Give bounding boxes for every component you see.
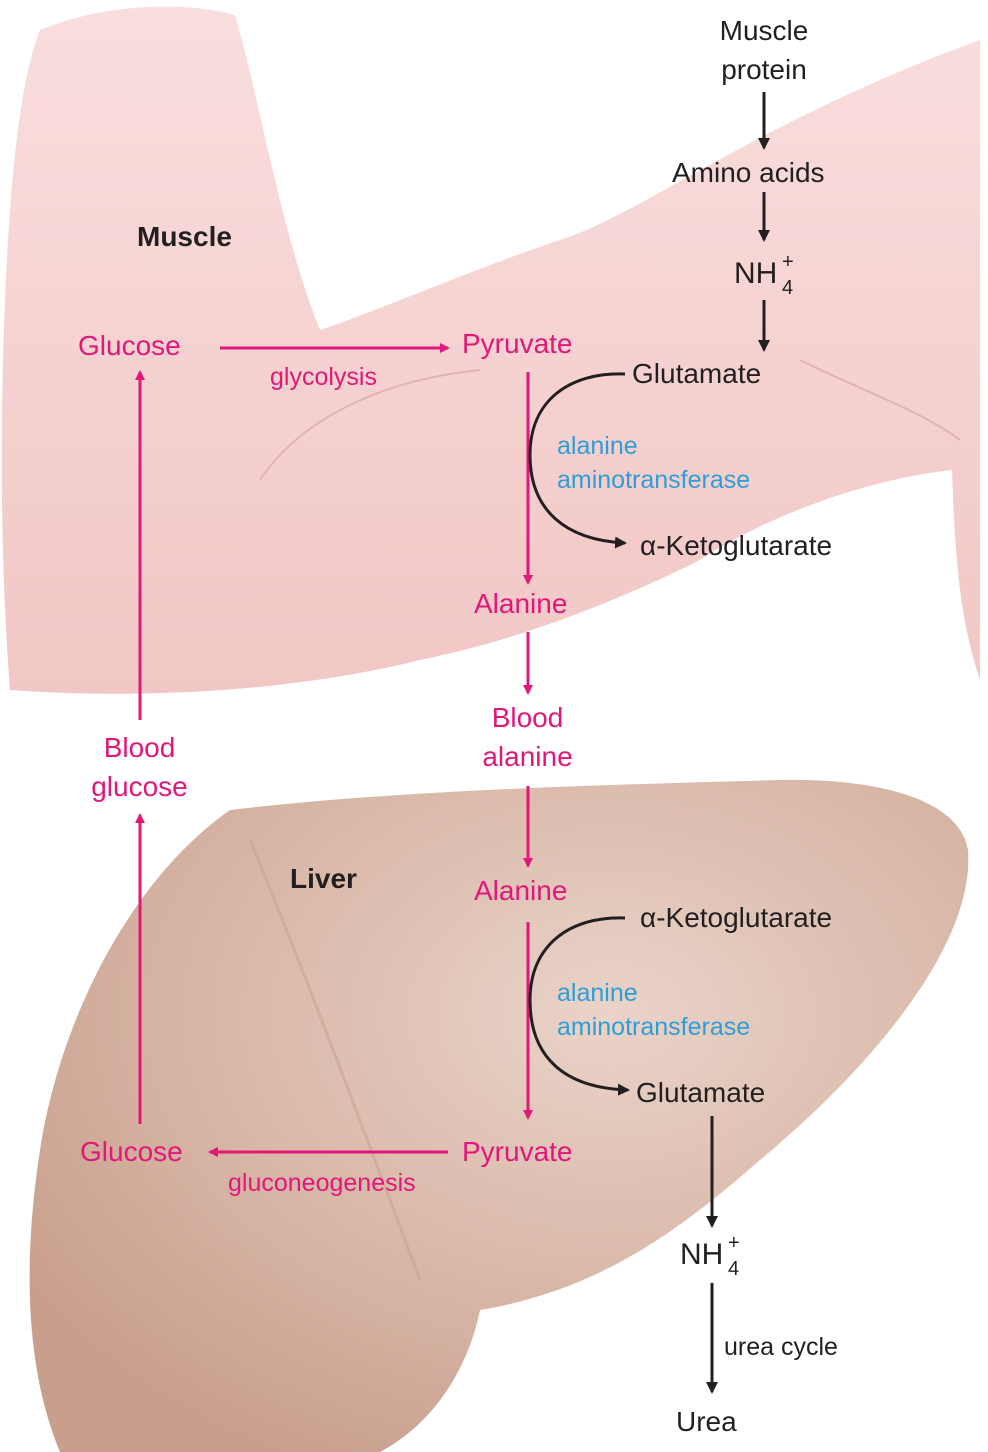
akg-muscle-label: α-Ketoglutarate <box>640 530 833 561</box>
glutamate-muscle-label: Glutamate <box>632 358 762 389</box>
blood-glucose-line1: Blood <box>103 732 176 763</box>
enzyme-muscle-line2: aminotransferase <box>557 466 751 494</box>
nh4-muscle-subscript: 4 <box>782 277 794 299</box>
nh4-muscle-base: NH <box>734 257 778 290</box>
amino-acids-label: Amino acids <box>672 157 825 188</box>
muscle-protein-label: Muscle protein <box>700 11 828 89</box>
muscle-contour-line-2 <box>799 359 961 441</box>
blood-alanine-label: Blood alanine <box>460 698 595 776</box>
alanine-liver-label: Alanine <box>474 875 568 906</box>
muscle-protein-text: Muscle protein <box>719 15 809 85</box>
arrow-glutamate-to-akg-muscle <box>528 372 627 549</box>
nh4-muscle-charge: + <box>782 251 794 273</box>
glycolysis-label: glycolysis <box>270 363 377 391</box>
glucose-muscle-label: Glucose <box>78 330 181 361</box>
gluconeogenesis-label: gluconeogenesis <box>228 1169 416 1197</box>
urea-label: Urea <box>676 1406 737 1437</box>
arrow-akg-to-glutamate-liver <box>528 916 630 1096</box>
pyruvate-muscle-label: Pyruvate <box>462 328 573 359</box>
blood-alanine-line1: Blood <box>491 702 564 733</box>
blood-glucose-line2: glucose <box>91 771 188 802</box>
enzyme-muscle-line1: alanine <box>557 432 638 460</box>
glutamate-liver-label: Glutamate <box>636 1077 766 1108</box>
pyruvate-liver-label: Pyruvate <box>462 1136 573 1167</box>
akg-liver-label: α-Ketoglutarate <box>640 902 833 933</box>
blood-alanine-line2: alanine <box>482 741 573 772</box>
muscle-contour-line <box>259 369 481 481</box>
enzyme-liver-line2: aminotransferase <box>557 1013 751 1041</box>
muscle-arm-shape <box>1 6 981 694</box>
glucose-liver-label: Glucose <box>80 1136 183 1167</box>
nh4-liver-label: NH +4 <box>680 1232 740 1280</box>
nh4-liver-base: NH <box>680 1238 724 1271</box>
alanine-muscle-label: Alanine <box>474 588 568 619</box>
blood-glucose-label: Blood glucose <box>72 728 207 806</box>
urea-cycle-label: urea cycle <box>724 1333 838 1361</box>
liver-region-label: Liver <box>290 863 357 894</box>
nh4-liver-charge: + <box>728 1232 740 1254</box>
nh4-muscle-label: NH +4 <box>734 251 794 299</box>
liver-shape <box>29 779 969 1452</box>
muscle-region-label: Muscle <box>137 221 232 252</box>
enzyme-liver-line1: alanine <box>557 979 638 1007</box>
nh4-liver-subscript: 4 <box>728 1258 740 1280</box>
liver-lobe-fissure <box>248 839 422 1281</box>
